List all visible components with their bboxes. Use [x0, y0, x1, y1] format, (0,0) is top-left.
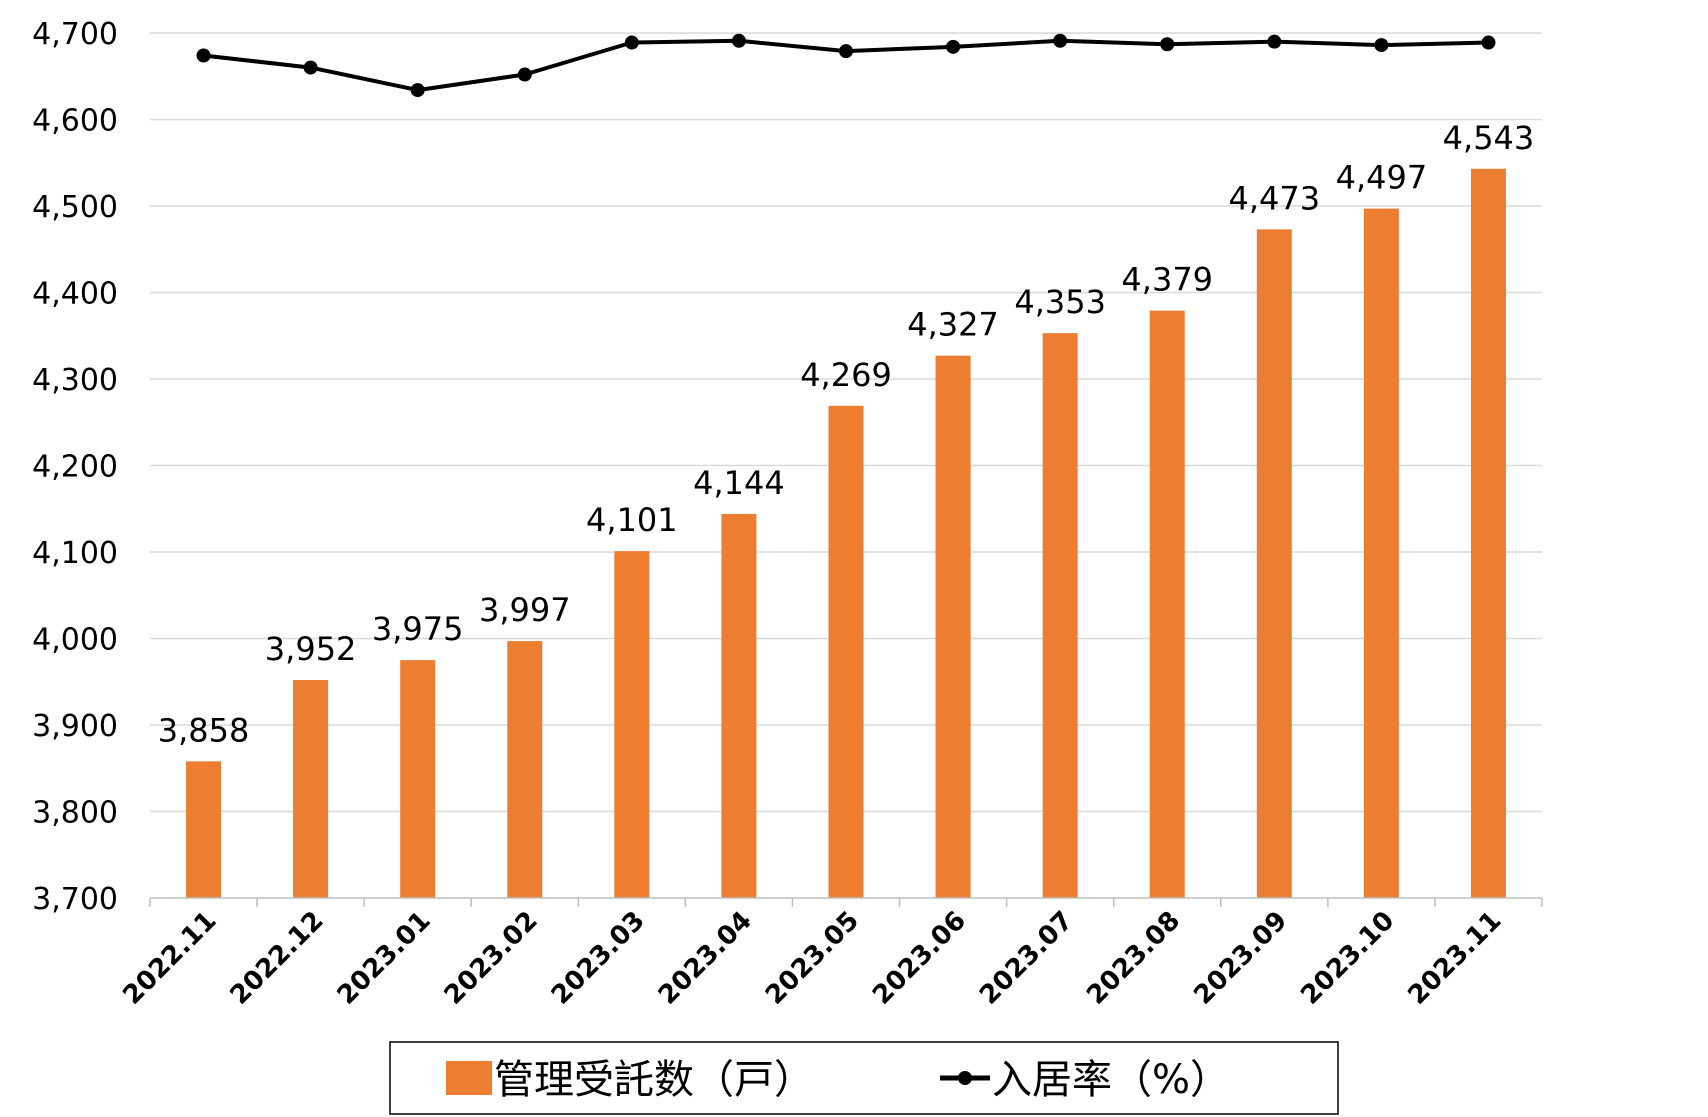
x-tick-label: 2023.09 [1188, 906, 1293, 1011]
line-point [946, 39, 961, 54]
bar [1470, 168, 1506, 898]
data-label: 4,497 [1336, 159, 1428, 197]
data-label: 4,543 [1443, 119, 1535, 157]
line-point [410, 83, 425, 98]
line-point [196, 48, 211, 63]
bar [1042, 333, 1078, 898]
x-tick-label: 2023.05 [760, 906, 865, 1011]
y-tick-label: 4,300 [32, 363, 118, 398]
data-label: 4,327 [907, 306, 999, 344]
bar [507, 641, 543, 898]
legend-bar-label: 管理受託数（戸） [494, 1057, 814, 1103]
bar [828, 405, 864, 898]
line-series [196, 33, 1496, 98]
bar [400, 660, 436, 898]
data-label: 3,997 [479, 591, 571, 629]
legend: 管理受託数（戸） 入居率（%） [389, 1041, 1339, 1115]
line-point [731, 33, 746, 48]
data-label: 3,975 [372, 610, 464, 648]
y-tick-label: 4,700 [32, 17, 118, 52]
data-label: 4,101 [586, 501, 678, 539]
data-label: 4,473 [1229, 179, 1321, 217]
bar [614, 551, 650, 898]
bar [1256, 229, 1292, 899]
bar [293, 680, 329, 898]
y-tick-label: 4,600 [32, 104, 118, 139]
x-tick-label: 2022.12 [225, 906, 330, 1011]
data-label: 4,379 [1121, 261, 1213, 299]
line-point [517, 67, 532, 82]
data-label: 4,269 [800, 356, 892, 394]
y-tick-label: 4,400 [32, 277, 118, 312]
line-point [1481, 35, 1496, 50]
y-tick-label: 3,700 [32, 882, 118, 917]
legend-bar-swatch [446, 1061, 492, 1095]
bar [1149, 310, 1185, 898]
x-tick-label: 2023.08 [1081, 906, 1186, 1011]
data-labels: 3,858 3,952 3,975 3,997 4,101 4,144 4,269 4,327… [158, 119, 1535, 750]
bar [186, 761, 222, 898]
y-tick-label: 4,500 [32, 190, 118, 225]
x-tick-label: 2023.07 [974, 906, 1079, 1011]
y-tick-label: 4,200 [32, 450, 118, 485]
legend-line-label: 入居率（%） [992, 1057, 1230, 1103]
x-tick-label: 2022.11 [118, 906, 223, 1011]
line-point [1374, 38, 1389, 53]
line-point [1053, 33, 1068, 48]
x-tick-label: 2023.11 [1402, 906, 1507, 1011]
x-tick-label: 2023.01 [332, 906, 437, 1011]
bar [1363, 208, 1399, 899]
x-tick-label: 2023.02 [439, 906, 544, 1011]
line-point [624, 35, 639, 50]
bar-series [186, 168, 1506, 899]
line-point [1267, 34, 1282, 49]
x-tick-label: 2023.10 [1295, 906, 1400, 1011]
legend-line-marker [958, 1071, 972, 1085]
x-tick-label: 2023.06 [867, 906, 972, 1011]
x-tick-label: 2023.03 [546, 906, 651, 1011]
data-label: 3,858 [158, 711, 250, 749]
y-tick-label: 4,100 [32, 536, 118, 571]
y-tick-label: 4,000 [32, 623, 118, 658]
data-label: 4,353 [1014, 283, 1106, 321]
y-tick-label: 3,800 [32, 796, 118, 831]
y-tick-label: 3,900 [32, 709, 118, 744]
data-label: 3,952 [265, 630, 357, 668]
line-point [303, 60, 318, 75]
x-axis: 2022.11 2022.12 2023.01 2023.02 2023.03 2023.… [118, 897, 1543, 1011]
line-point [1160, 37, 1175, 52]
bar [935, 355, 971, 898]
line-point [839, 44, 853, 59]
data-label: 4,144 [693, 464, 785, 502]
legend-box [389, 1041, 1339, 1115]
bar [721, 513, 757, 898]
x-tick-label: 2023.04 [653, 906, 758, 1011]
y-axis: 3,700 3,800 3,900 4,000 4,100 4,200 4,300 4,400… [32, 17, 118, 917]
